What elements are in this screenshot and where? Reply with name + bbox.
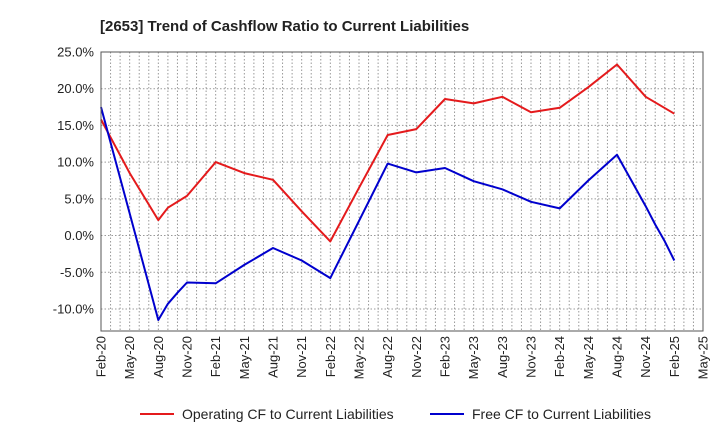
x-tick-label: May-25 bbox=[696, 336, 711, 379]
y-tick-label: 15.0% bbox=[57, 118, 94, 133]
y-tick-label: 10.0% bbox=[57, 155, 94, 170]
x-tick-label: Aug-22 bbox=[380, 336, 395, 378]
y-tick-label: -10.0% bbox=[53, 301, 95, 316]
x-tick-label: Nov-21 bbox=[294, 336, 309, 378]
series-layer bbox=[100, 63, 676, 321]
series-line-1 bbox=[100, 63, 675, 243]
x-tick-label: Aug-21 bbox=[266, 336, 281, 378]
x-tick-label: Nov-24 bbox=[638, 336, 653, 378]
y-tick-label: 20.0% bbox=[57, 81, 94, 96]
x-tick-label: Nov-23 bbox=[524, 336, 539, 378]
x-tick-label: Feb-23 bbox=[438, 336, 453, 377]
series-line-2 bbox=[100, 106, 676, 321]
x-tick-label: Feb-24 bbox=[552, 336, 567, 377]
y-tick-label: 25.0% bbox=[57, 45, 94, 60]
chart-title: [2653] Trend of Cashflow Ratio to Curren… bbox=[100, 18, 469, 35]
x-tick-label: Nov-22 bbox=[409, 336, 424, 378]
x-tick-label: Aug-23 bbox=[495, 336, 510, 378]
grid-layer bbox=[101, 51, 703, 331]
x-tick-label: Feb-21 bbox=[208, 336, 223, 377]
legend-label-1: Operating CF to Current Liabilities bbox=[182, 406, 394, 422]
y-tick-label: 0.0% bbox=[64, 228, 94, 243]
x-axis-tick-labels: Feb-20 May-20 Aug-20 Nov-20 Feb-21 May-21 Aug-… bbox=[94, 336, 711, 379]
x-tick-label: May-22 bbox=[352, 336, 367, 379]
y-axis-tick-labels: 25.0% 20.0% 15.0% 10.0% 5.0% 0.0% -5.0% -10.0% bbox=[53, 45, 95, 317]
x-tick-label: May-24 bbox=[581, 336, 596, 379]
x-tick-label: Feb-22 bbox=[323, 336, 338, 377]
x-tick-label: Nov-20 bbox=[180, 336, 195, 378]
x-tick-label: Feb-20 bbox=[94, 336, 109, 377]
x-tick-label: Feb-25 bbox=[667, 336, 682, 377]
x-tick-label: May-23 bbox=[466, 336, 481, 379]
x-tick-label: Aug-24 bbox=[610, 336, 625, 378]
legend: Operating CF to Current Liabilities Free … bbox=[140, 406, 651, 422]
x-tick-label: Aug-20 bbox=[151, 336, 166, 378]
x-tick-label: May-21 bbox=[237, 336, 252, 379]
legend-label-2: Free CF to Current Liabilities bbox=[472, 406, 651, 422]
y-tick-label: -5.0% bbox=[60, 265, 94, 280]
y-tick-label: 5.0% bbox=[64, 191, 94, 206]
plot-frame bbox=[100, 51, 704, 332]
x-tick-label: May-20 bbox=[122, 336, 137, 379]
